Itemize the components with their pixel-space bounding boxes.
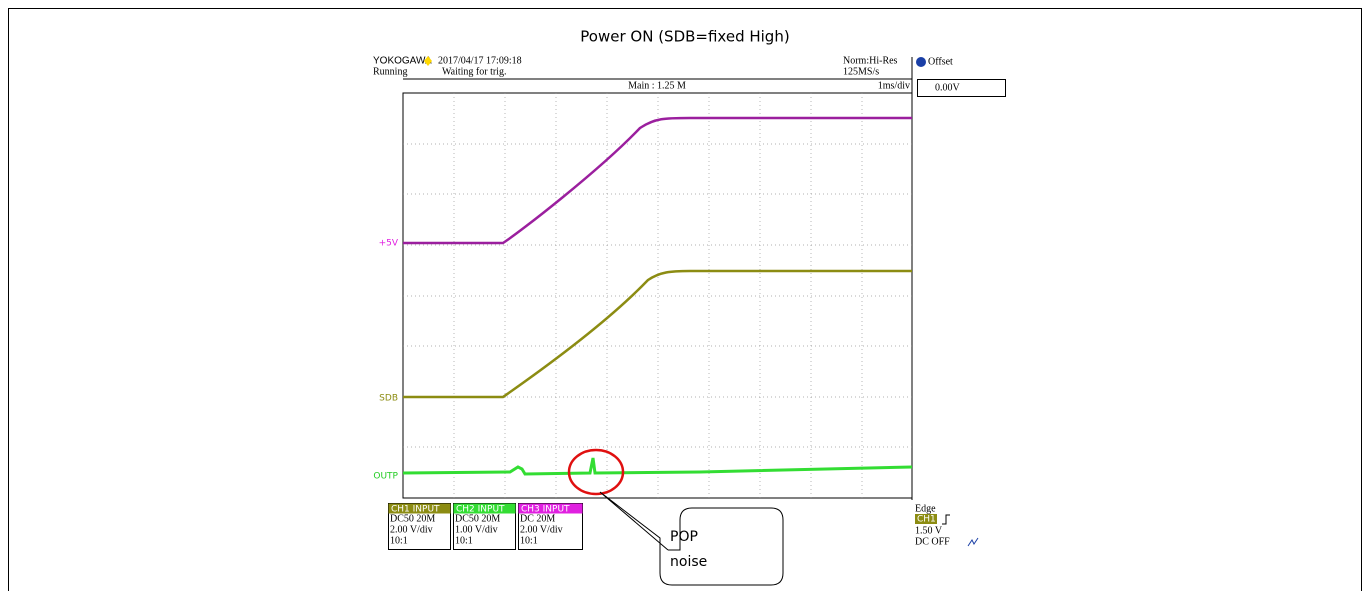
sample-rate: 125MS/s [843, 66, 879, 77]
callout-text: POP [670, 529, 698, 545]
trigger-source: CH1 [917, 515, 936, 525]
channel-name: CH1 INPUT [391, 505, 440, 515]
channel-line: 1.00 V/div [455, 524, 498, 535]
trigger-state: Waiting for trig. [442, 66, 506, 77]
channel-boxes: CH1 INPUT DC50 20M 2.00 V/div 10:1 CH2 I… [388, 503, 583, 550]
trigger-source-bg [915, 514, 937, 524]
channel-header [388, 503, 451, 514]
frame [8, 8, 1362, 595]
channel-line: 10:1 [520, 535, 538, 546]
channel-line: DC50 20M [455, 513, 500, 524]
trace-label: +5V [379, 239, 399, 249]
mode: Norm:Hi-Res [843, 55, 898, 66]
offset-label: Offset [928, 56, 953, 67]
channel-line: 10:1 [455, 535, 473, 546]
status: Running [373, 66, 407, 77]
record: Main : 1.25 M [628, 80, 686, 91]
channel-header [453, 503, 516, 514]
noise-icon [967, 537, 979, 547]
channel-line: DC 20M [520, 513, 555, 524]
offset-value: 0.00V [935, 82, 961, 93]
channel-line: DC50 20M [390, 513, 435, 524]
screen [402, 92, 913, 499]
trace-5v [403, 116, 912, 245]
trace-label: SDB [379, 394, 398, 404]
highlight-circle [567, 448, 625, 496]
status-icon [424, 56, 432, 66]
brand: YOKOGAWA [373, 56, 432, 67]
datetime: 2017/04/17 17:09:18 [438, 55, 522, 66]
trace-outp [402, 457, 913, 476]
channel-line: 2.00 V/div [520, 524, 563, 535]
offset-knob [916, 57, 926, 67]
channel-line: 10:1 [390, 535, 408, 546]
trigger-level: 1.50 V [915, 525, 943, 536]
grid [402, 92, 913, 499]
trigger-type: Edge [915, 503, 936, 514]
trigger-coupling: DC OFF [915, 536, 950, 547]
timebase: 1ms/div [878, 80, 910, 91]
trace-label: OUTP [373, 472, 398, 482]
channel-line: 2.00 V/div [390, 524, 433, 535]
callout [599, 491, 784, 586]
edge-icon [942, 514, 950, 525]
offset-box [917, 79, 1006, 97]
channel-name: CH2 INPUT [456, 505, 505, 515]
header: YOKOGAWA 2017/04/17 17:09:18 Running Wai… [373, 55, 910, 91]
callout-text: noise [670, 554, 707, 570]
channel-name: CH3 INPUT [521, 505, 570, 515]
title: Power ON (SDB=fixed High) [580, 28, 789, 46]
trigger-panel: Edge CH1 1.50 V DC OFF [915, 503, 979, 547]
channel-header [518, 503, 583, 514]
trace-sdb [403, 269, 912, 399]
